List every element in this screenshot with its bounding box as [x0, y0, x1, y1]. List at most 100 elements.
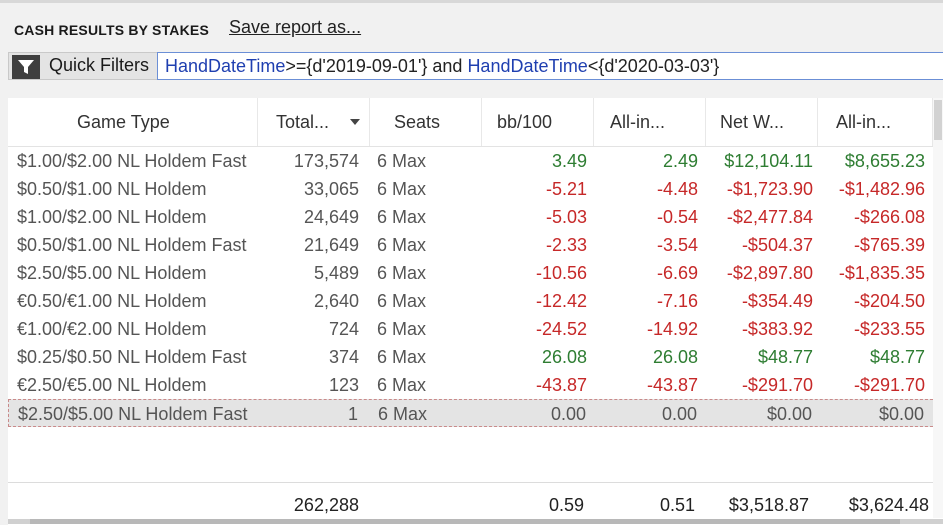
- cell-total-hands: 724: [328, 319, 359, 339]
- cell-allin-bb: -43.87: [646, 375, 698, 395]
- table-row[interactable]: $1.00/$2.00 NL Holdem Fast 173,574 6 Max 3.…: [8, 147, 943, 175]
- cell-allin-won: -$266.08: [853, 207, 925, 227]
- column-header-allin-won[interactable]: All-in...: [818, 98, 933, 146]
- cell-seats: 6 Max: [377, 291, 427, 311]
- cell-total-hands: 1: [347, 404, 358, 424]
- report-header: [0, 3, 943, 45]
- cell-total-hands: 33,065: [303, 179, 359, 199]
- table-row[interactable]: €0.50/€1.00 NL Holdem 2,640 6 Max -12.42 -7.…: [8, 287, 943, 315]
- cell-allin-won: $0.00: [878, 404, 924, 424]
- vertical-scrollbar[interactable]: [933, 98, 943, 518]
- cell-total-hands: 173,574: [293, 151, 359, 171]
- cell-net-won: -$291.70: [741, 375, 813, 395]
- filter-operator-token: >={d'2019-09-01'} and: [285, 56, 468, 76]
- table-row[interactable]: €2.50/€5.00 NL Holdem 123 6 Max -43.87 -43.8…: [8, 371, 943, 399]
- table-row[interactable]: $0.50/$1.00 NL Holdem 33,065 6 Max -5.21 -4.…: [8, 175, 943, 203]
- cell-total-hands: 123: [328, 375, 359, 395]
- cell-seats: 6 Max: [377, 207, 427, 227]
- cell-bb100: -12.42: [535, 291, 587, 311]
- filter-field-token: HandDateTime: [165, 56, 286, 76]
- table-row[interactable]: $2.50/$5.00 NL Holdem Fast 1 6 Max 0.00 0.00…: [8, 399, 943, 427]
- quick-filters-label[interactable]: Quick Filters: [49, 55, 150, 75]
- cell-allin-bb: -14.92: [646, 319, 698, 339]
- cell-allin-won: -$1,835.35: [838, 263, 925, 283]
- cell-total-hands: 24,649: [303, 207, 359, 227]
- cell-allin-won: -$204.50: [853, 291, 925, 311]
- cell-bb100: 0.00: [550, 404, 586, 424]
- cell-game-type: $0.50/$1.00 NL Holdem: [17, 179, 207, 199]
- cell-game-type: €1.00/€2.00 NL Holdem: [17, 319, 207, 339]
- cell-game-type: $2.50/$5.00 NL Holdem: [17, 263, 207, 283]
- cell-allin-won: -$291.70: [853, 375, 925, 395]
- cell-allin-bb: 0.00: [661, 404, 697, 424]
- cell-game-type: €0.50/€1.00 NL Holdem: [17, 291, 207, 311]
- cell-allin-bb: 26.08: [652, 347, 698, 367]
- quick-filter-expression-input[interactable]: HandDateTime>={d'2019-09-01'} and HandDa…: [157, 52, 943, 80]
- cell-seats: 6 Max: [377, 179, 427, 199]
- cell-net-won: -$354.49: [741, 291, 813, 311]
- column-header-net-won[interactable]: Net W...: [706, 98, 818, 146]
- table-row[interactable]: $0.25/$0.50 NL Holdem Fast 374 6 Max 26.08 2…: [8, 343, 943, 371]
- window-top-border: [0, 0, 943, 3]
- sort-descending-icon: [350, 119, 360, 125]
- cell-bb100: 26.08: [541, 347, 587, 367]
- column-header-allin-bb[interactable]: All-in...: [594, 98, 706, 146]
- cell-bb100: -43.87: [535, 375, 587, 395]
- cell-total-hands: 21,649: [303, 235, 359, 255]
- cell-game-type: $1.00/$2.00 NL Holdem Fast: [17, 151, 247, 171]
- table-row[interactable]: $0.50/$1.00 NL Holdem Fast 21,649 6 Max -2.…: [8, 231, 943, 259]
- cell-bb100: -2.33: [545, 235, 587, 255]
- cell-seats: 6 Max: [377, 319, 427, 339]
- cell-game-type: $0.25/$0.50 NL Holdem Fast: [17, 347, 247, 367]
- cell-total-hands: 5,489: [313, 263, 359, 283]
- results-grid: Game Type Total... Seats bb/100 All-in..…: [8, 98, 943, 525]
- cell-net-won: -$1,723.90: [726, 179, 813, 199]
- cell-bb100: -5.21: [545, 179, 587, 199]
- cell-allin-won: $8,655.23: [844, 151, 925, 171]
- cell-game-type: $1.00/$2.00 NL Holdem: [17, 207, 207, 227]
- total-bb100: 0.59: [548, 495, 584, 515]
- table-row[interactable]: $1.00/$2.00 NL Holdem 24,649 6 Max -5.03 -0.…: [8, 203, 943, 231]
- cell-seats: 6 Max: [377, 375, 427, 395]
- cell-allin-bb: -6.69: [656, 263, 698, 283]
- column-header-seats[interactable]: Seats: [370, 98, 482, 146]
- total-allin-won: $3,624.48: [848, 495, 929, 515]
- cell-allin-bb: -7.16: [656, 291, 698, 311]
- cell-net-won: -$383.92: [741, 319, 813, 339]
- column-header-total-hands[interactable]: Total...: [258, 98, 370, 146]
- total-hands: 262,288: [293, 495, 359, 515]
- cell-seats: 6 Max: [378, 404, 428, 424]
- table-row[interactable]: €1.00/€2.00 NL Holdem 724 6 Max -24.52 -14.9…: [8, 315, 943, 343]
- cell-bb100: -5.03: [545, 207, 587, 227]
- column-header-bb100[interactable]: bb/100: [482, 98, 594, 146]
- cell-game-type: $2.50/$5.00 NL Holdem Fast: [18, 404, 248, 424]
- cell-bb100: 3.49: [551, 151, 587, 171]
- cell-net-won: -$504.37: [741, 235, 813, 255]
- cell-bb100: -24.52: [535, 319, 587, 339]
- cell-net-won: -$2,477.84: [726, 207, 813, 227]
- horizontal-scrollbar-thumb[interactable]: [30, 519, 900, 524]
- table-row[interactable]: $2.50/$5.00 NL Holdem 5,489 6 Max -10.56 -6.…: [8, 259, 943, 287]
- cell-game-type: €2.50/€5.00 NL Holdem: [17, 375, 207, 395]
- report-title: CASH RESULTS BY STAKES: [14, 22, 209, 38]
- cell-allin-won: -$1,482.96: [838, 179, 925, 199]
- cell-total-hands: 374: [328, 347, 359, 367]
- column-header-total-hands-label: Total...: [276, 112, 330, 132]
- cell-seats: 6 Max: [377, 235, 427, 255]
- vertical-scrollbar-thumb[interactable]: [934, 100, 942, 140]
- cell-allin-won: -$233.55: [853, 319, 925, 339]
- cell-seats: 6 Max: [377, 263, 427, 283]
- cell-game-type: $0.50/$1.00 NL Holdem Fast: [17, 235, 247, 255]
- cell-allin-won: $48.77: [869, 347, 925, 367]
- total-allin-bb: 0.51: [659, 495, 695, 515]
- cell-allin-bb: -3.54: [656, 235, 698, 255]
- column-header-row: Game Type Total... Seats bb/100 All-in..…: [8, 98, 943, 147]
- funnel-icon[interactable]: [12, 55, 40, 79]
- totals-row: 262,288 0.59 0.51 $3,518.87 $3,624.48: [8, 482, 943, 525]
- cell-bb100: -10.56: [535, 263, 587, 283]
- cell-net-won: $48.77: [757, 347, 813, 367]
- save-report-link[interactable]: Save report as...: [229, 17, 362, 37]
- cell-allin-won: -$765.39: [853, 235, 925, 255]
- column-header-game-type[interactable]: Game Type: [8, 98, 258, 146]
- filter-field-token: HandDateTime: [467, 56, 588, 76]
